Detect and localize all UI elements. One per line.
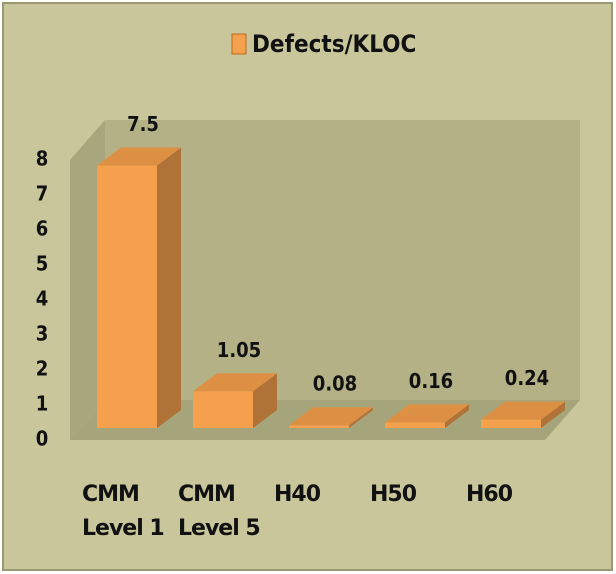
bar <box>481 401 565 428</box>
bar-side <box>253 373 277 428</box>
x-tick-label: CMM Level 1 <box>82 482 165 541</box>
bar-side <box>157 147 181 428</box>
bar <box>289 407 373 428</box>
data-label: 7.5 <box>127 112 159 136</box>
bar-side <box>445 404 469 428</box>
x-tick-label: H60 <box>466 482 513 507</box>
bar-front <box>481 419 541 428</box>
bar-top <box>481 401 565 420</box>
bar-front <box>385 422 445 428</box>
bar <box>385 404 469 428</box>
bar-front <box>289 425 349 428</box>
bar <box>193 373 277 428</box>
x-tick-label: CMM Level 5 <box>178 482 261 541</box>
legend-label: Defects/KLOC <box>252 30 416 58</box>
y-tick-label: 3 <box>36 322 49 346</box>
data-label: 0.16 <box>409 369 453 393</box>
back-wall <box>105 120 580 400</box>
bar-front <box>193 391 253 428</box>
bar-side <box>349 407 373 428</box>
bar-top <box>385 404 469 423</box>
bar-top <box>289 407 373 426</box>
x-tick-label: H40 <box>274 482 321 507</box>
x-tick-label: H50 <box>370 482 417 507</box>
y-tick-label: 4 <box>36 287 49 311</box>
side-wall <box>70 120 105 440</box>
bar-side <box>541 401 565 428</box>
y-tick-label: 5 <box>36 252 49 276</box>
y-tick-label: 2 <box>36 357 49 381</box>
data-label: 0.24 <box>505 366 549 390</box>
legend-swatch <box>231 33 247 55</box>
data-label: 1.05 <box>217 338 261 362</box>
bar-front <box>97 165 157 428</box>
y-tick-label: 0 <box>36 427 49 451</box>
bar-top <box>193 373 277 392</box>
data-label: 0.08 <box>313 372 357 396</box>
y-tick-label: 8 <box>36 147 49 171</box>
bar-top <box>97 147 181 166</box>
y-tick-label: 7 <box>36 182 49 206</box>
y-tick-label: 1 <box>36 392 49 416</box>
bar <box>97 147 181 428</box>
y-tick-label: 6 <box>36 217 49 241</box>
